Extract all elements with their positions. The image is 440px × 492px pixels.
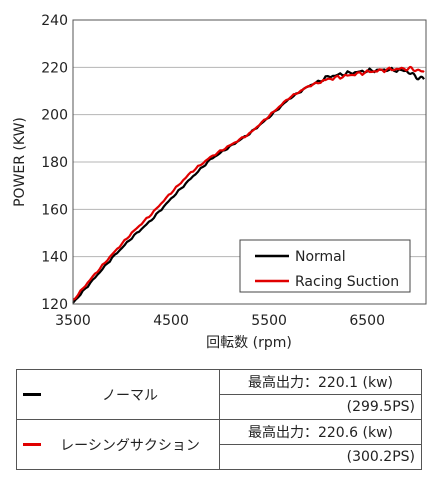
y-tick-label: 200 <box>41 108 68 124</box>
y-tick-label: 140 <box>41 250 68 266</box>
legend-box <box>239 239 411 293</box>
y-tick-labels: 120 140 160 180 200 220 240 <box>41 13 68 313</box>
row-name: レーシングサクション <box>60 437 200 454</box>
normal-line-swatch <box>23 393 41 396</box>
legend-label-normal: Normal <box>295 249 346 265</box>
x-tick-labels: 3500 4500 5500 6500 <box>55 313 385 329</box>
max-power-cell: 最高出力：220.1 (kw) <box>219 369 422 395</box>
y-tick-label: 160 <box>41 202 68 218</box>
row-name: ノーマル <box>102 387 158 404</box>
y-tick-label: 180 <box>41 155 68 171</box>
series-line-racing-suction <box>72 65 425 301</box>
racing-line-swatch <box>23 443 41 446</box>
x-tick-label: 6500 <box>349 313 385 329</box>
x-axis-label: 回転数 (rpm) <box>206 335 292 351</box>
y-tick-label: 240 <box>41 13 68 29</box>
x-tick-label: 4500 <box>153 313 189 329</box>
plot-area-border <box>72 19 427 305</box>
chart-series <box>72 65 425 304</box>
x-tick-label: 3500 <box>55 313 91 329</box>
row-name-cell: ノーマル <box>16 369 220 420</box>
y-tick-label: 220 <box>41 60 68 76</box>
legend-label-racing: Racing Suction <box>295 274 399 290</box>
ps-cell: (299.5PS) <box>219 394 422 420</box>
power-chart: 120 140 160 180 200 220 240 3500 4500 5500 6500 P… <box>12 13 427 351</box>
y-tick-label: 120 <box>41 297 68 313</box>
max-power-cell: 最高出力：220.6 (kw) <box>219 419 422 445</box>
power-summary-table: ノーマル 最高出力：220.1 (kw) (299.5PS) レーシングサクショ… <box>16 369 422 470</box>
table-row-racing-ps: (300.2PS) <box>17 444 422 470</box>
x-tick-label: 5500 <box>251 313 287 329</box>
table-row-normal: ノーマル 最高出力：220.1 (kw) <box>16 369 422 420</box>
y-axis-label: POWER (KW) <box>12 117 28 207</box>
ps-cell: (300.2PS) <box>219 444 422 470</box>
legend: Normal Racing Suction <box>239 239 411 293</box>
table-row-racing: レーシングサクション 最高出力：220.6 (kw) <box>16 419 422 470</box>
row-name-cell: レーシングサクション <box>16 419 220 470</box>
